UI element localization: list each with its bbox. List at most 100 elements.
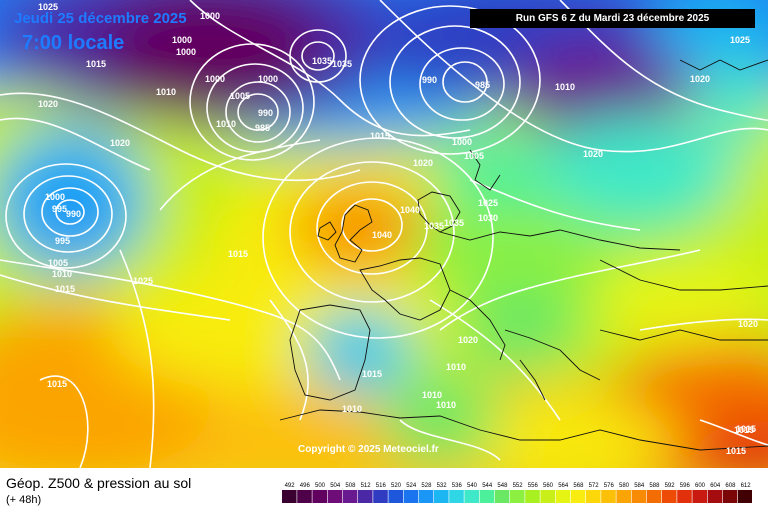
scale-value-label: 572 (589, 483, 600, 489)
isobar-label: 1000 (45, 192, 65, 202)
isobar-lines (0, 0, 768, 468)
isobar-label: 1020 (583, 149, 603, 159)
isobar-label: 1015 (47, 379, 67, 389)
isobar-label: 1025 (478, 198, 498, 208)
scale-value-label: 520 (391, 483, 402, 489)
isobar-label: 1015 (734, 425, 754, 435)
scale-value-label: 496 (300, 483, 311, 489)
scale-value-label: 504 (330, 483, 341, 489)
scale-value-label: 508 (345, 483, 356, 489)
legend-title: Géop. Z500 & pression au sol (6, 475, 192, 491)
scale-swatch (738, 490, 752, 503)
isobar-label: 1035 (444, 218, 464, 228)
scale-value-label: 524 (406, 483, 417, 489)
isobar-label: 1000 (452, 137, 472, 147)
isobar-label: 1010 (52, 269, 72, 279)
isobar-label: 1035 (312, 56, 332, 66)
isobar-label: 1025 (38, 2, 58, 12)
scale-swatch (464, 490, 479, 503)
isobar-label: 990 (422, 75, 437, 85)
isobar-label: 1020 (38, 99, 58, 109)
scale-value-label: 536 (452, 483, 463, 489)
isobar-label: 1010 (342, 404, 362, 414)
scale-swatch (555, 490, 571, 503)
scale-value-label: 568 (573, 483, 584, 489)
isobar-label: 1010 (446, 362, 466, 372)
scale-value-label: 604 (710, 483, 721, 489)
isobar-label: 1020 (458, 335, 478, 345)
isobar-label: 1025 (133, 276, 153, 286)
isobar-label: 1035 (332, 59, 352, 69)
isobar-label: 1020 (738, 319, 758, 329)
scale-value-label: 544 (482, 483, 493, 489)
scale-swatch (570, 490, 586, 503)
scale-swatch (403, 490, 419, 503)
scale-swatch (449, 490, 464, 503)
isobar-label: 985 (475, 80, 490, 90)
model-run-banner: Run GFS 6 Z du Mardi 23 décembre 2025 (470, 9, 755, 28)
isobar-label: 1010 (216, 119, 236, 129)
scale-value-label: 576 (604, 483, 615, 489)
geopotential-map: 1000 1000 1000 1000 1000 1005 990 985 10… (0, 0, 768, 468)
scale-swatch (601, 490, 616, 503)
scale-value-label: 512 (361, 483, 372, 489)
scale-swatch (525, 490, 540, 503)
scale-value-label: 584 (634, 483, 645, 489)
isobar-label: 990 (258, 108, 273, 118)
isobar-label: 1010 (555, 82, 575, 92)
scale-swatch (297, 490, 312, 503)
isobar-label: 1005 (230, 91, 250, 101)
coastlines (279, 59, 768, 451)
scale-value-label: 500 (315, 483, 326, 489)
isobar-label: 995 (55, 236, 70, 246)
isobar-label: 1035 (424, 221, 444, 231)
isobar-label: 1015 (55, 284, 75, 294)
scale-swatch (282, 490, 297, 503)
isobar-label: 1010 (156, 87, 176, 97)
isobar-label: 1015 (370, 131, 390, 141)
scale-swatch (540, 490, 555, 503)
scale-value-label: 588 (649, 483, 660, 489)
scale-value-label: 564 (558, 483, 569, 489)
scale-value-label: 608 (725, 483, 736, 489)
scale-swatch (388, 490, 403, 503)
isobar-label: 1015 (736, 424, 756, 434)
isobar-label: 1010 (436, 400, 456, 410)
isobar-label: 1000 (176, 47, 196, 57)
isobar-label: 1000 (205, 74, 225, 84)
isobar-label: 1015 (726, 446, 746, 456)
isobar-label: 1015 (86, 59, 106, 69)
color-scale: 492 496 500 504 508 512 516 520 524 528 532 536 540 5… (282, 483, 752, 503)
isobar-label: 995 (52, 204, 67, 214)
scale-value-label: 492 (285, 483, 296, 489)
scale-swatch (586, 490, 601, 503)
scale-swatch (373, 490, 388, 503)
scale-swatch (342, 490, 358, 503)
scale-swatch (434, 490, 449, 503)
scale-value-label: 596 (680, 483, 691, 489)
isobar-label: 1015 (228, 249, 248, 259)
scale-value-label: 612 (741, 483, 752, 489)
scale-value-label: 592 (665, 483, 676, 489)
legend-panel: Géop. Z500 & pression au sol (+ 48h) 492… (0, 468, 768, 512)
isobar-label: 1005 (464, 151, 484, 161)
geopotential-field (0, 0, 768, 468)
isobar-label: 1020 (690, 74, 710, 84)
isobar-label: 1015 (362, 369, 382, 379)
scale-swatch (327, 490, 343, 503)
scale-swatch (616, 490, 631, 503)
isobar-label: 1040 (372, 230, 392, 240)
isobar-label: 985 (255, 123, 270, 133)
scale-swatch (631, 490, 647, 503)
scale-value-label: 556 (528, 483, 539, 489)
scale-swatch (510, 490, 525, 503)
forecast-local-time: 7:00 locale (22, 32, 125, 54)
scale-swatch (722, 490, 738, 503)
scale-swatch (479, 490, 495, 503)
isobar-label: 1000 (258, 74, 278, 84)
scale-swatch (358, 490, 373, 503)
scale-swatch (707, 490, 723, 503)
scale-swatch (494, 490, 510, 503)
scale-value-label: 516 (376, 483, 387, 489)
